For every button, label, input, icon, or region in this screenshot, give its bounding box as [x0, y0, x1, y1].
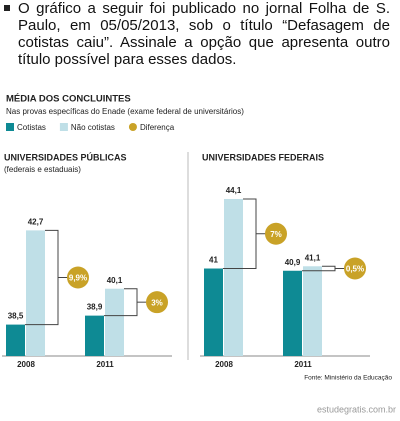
watermark: estudegratis.com.br: [317, 404, 396, 414]
bar: [204, 268, 223, 356]
difference-label: 3%: [151, 298, 163, 307]
legend-swatch: [128, 123, 137, 131]
chart-title: UNIVERSIDADES FEDERAIS: [202, 152, 324, 162]
difference-marker: [146, 291, 168, 314]
legend-label: Não cotistas: [71, 123, 115, 132]
difference-marker: [344, 257, 366, 280]
bar: [26, 230, 45, 356]
value-label: 41: [209, 256, 218, 265]
value-label: 40,9: [285, 258, 301, 267]
value-label: 40,1: [107, 276, 123, 285]
value-label: 38,5: [8, 312, 24, 321]
legend-swatch: [6, 123, 14, 131]
bar: [283, 270, 302, 356]
figure-title: MÉDIA DOS CONCLUINTES: [6, 94, 131, 105]
bar: [224, 198, 243, 356]
chart-title: UNIVERSIDADES PÚBLICAS: [4, 151, 127, 162]
difference-marker: [265, 222, 287, 245]
difference-label: 9,9%: [69, 274, 87, 283]
value-label: 41,1: [305, 253, 321, 262]
legend-swatch: [59, 123, 68, 131]
legend-label: Diferença: [140, 123, 175, 132]
chart-subtitle: (federais e estaduais): [4, 165, 81, 174]
difference-label: 7%: [270, 230, 282, 239]
bar: [85, 315, 104, 356]
x-tick-label: 2008: [215, 360, 233, 369]
x-tick-label: 2008: [17, 360, 35, 369]
difference-marker: [67, 266, 89, 289]
source: Fonte: Ministério da Educação: [304, 375, 392, 382]
bar: [105, 288, 124, 356]
legend-label: Cotistas: [17, 123, 46, 132]
value-label: 38,9: [87, 303, 103, 312]
question-text: O gráfico a seguir foi publicado no jorn…: [18, 0, 390, 68]
bar: [6, 324, 25, 356]
value-label: 44,1: [226, 186, 242, 195]
bullet: [4, 5, 10, 11]
bar: [303, 266, 322, 356]
x-tick-label: 2011: [294, 360, 312, 369]
x-tick-label: 2011: [96, 360, 114, 369]
difference-label: 0,5%: [346, 265, 364, 274]
figure-subtitle: Nas provas específicas do Enade (exame f…: [6, 107, 244, 116]
value-label: 42,7: [28, 217, 44, 226]
